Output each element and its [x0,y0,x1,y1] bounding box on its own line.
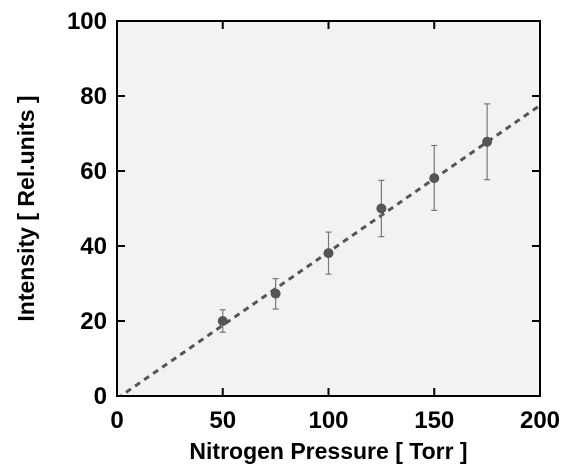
plot-area [117,21,540,396]
data-point [323,248,334,259]
x-tick-label: 50 [209,407,236,434]
data-point [482,136,493,147]
data-point [429,173,440,184]
y-axis-title: Intensity [ Rel.units ] [13,95,39,321]
y-tick-label: 100 [67,8,107,35]
x-tick-label: 150 [414,407,454,434]
x-tick-label: 200 [520,407,560,434]
tick-layer: 0 50 100 150 200 0 20 40 60 80 100 [67,8,560,434]
y-tick-label: 60 [80,158,107,185]
x-tick-label: 100 [308,407,348,434]
data-point [217,316,228,326]
data-point [376,203,387,214]
y-tick-label: 40 [80,233,107,260]
point-layer [217,136,493,326]
y-tick-label: 80 [80,83,107,110]
y-tick-label: 20 [80,308,107,335]
x-tick-label: 0 [110,407,123,434]
data-point [270,288,281,299]
y-tick-label: 0 [94,383,107,410]
x-axis-title: Nitrogen Pressure [ Torr ] [189,438,467,464]
